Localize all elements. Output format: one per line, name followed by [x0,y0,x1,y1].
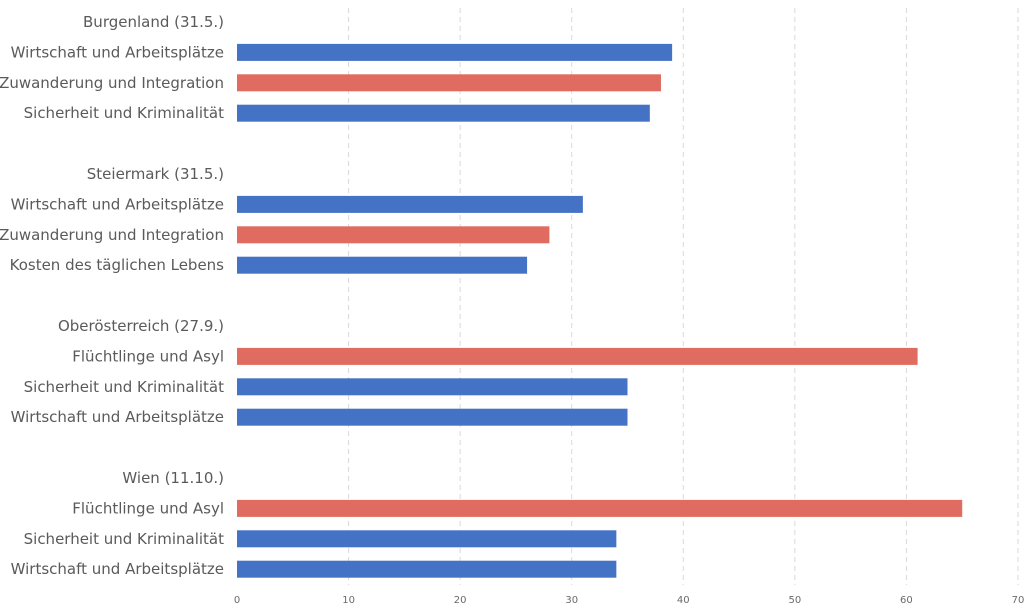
x-tick-label: 70 [1012,595,1025,606]
bar [237,530,617,548]
category-label: Flüchtlinge und Asyl [72,347,224,365]
bar [237,104,650,122]
category-label: Zuwanderung und Integration [0,226,224,244]
category-label: Zuwanderung und Integration [0,74,224,92]
bar [237,226,550,244]
category-label: Flüchtlinge und Asyl [72,499,224,517]
bar [237,195,583,213]
bar [237,43,673,61]
bar [237,499,963,517]
group-label: Wien (11.10.) [122,469,224,487]
grid-layer [348,8,1019,585]
bar [237,408,628,426]
x-tick-label: 50 [788,595,801,606]
bar [237,378,628,396]
category-label: Sicherheit und Kriminalität [24,378,224,396]
x-axis-ticks: 0 10 20 30 40 50 60 70 [234,595,1025,606]
x-tick-label: 40 [677,595,690,606]
x-tick-label: 60 [900,595,913,606]
bar-layer [237,43,963,578]
category-label: Sicherheit und Kriminalität [24,530,224,548]
category-label: Kosten des täglichen Lebens [10,256,225,274]
group-label: Steiermark (31.5.) [87,165,224,183]
x-tick-label: 10 [342,595,355,606]
x-tick-label: 30 [565,595,578,606]
category-label: Wirtschaft und Arbeitsplätze [11,408,224,426]
category-label: Wirtschaft und Arbeitsplätze [11,560,224,578]
category-label: Sicherheit und Kriminalität [24,104,224,122]
label-layer: Burgenland (31.5.) Wirtschaft und Arbeits… [0,13,224,578]
x-tick-label: 0 [234,595,240,606]
bar [237,560,617,578]
x-tick-label: 20 [454,595,467,606]
group-label: Oberösterreich (27.9.) [58,317,224,335]
group-label: Burgenland (31.5.) [83,13,224,31]
bar [237,74,661,92]
bar [237,347,918,365]
bar [237,256,528,274]
category-label: Wirtschaft und Arbeitsplätze [11,43,224,61]
category-label: Wirtschaft und Arbeitsplätze [11,195,224,213]
